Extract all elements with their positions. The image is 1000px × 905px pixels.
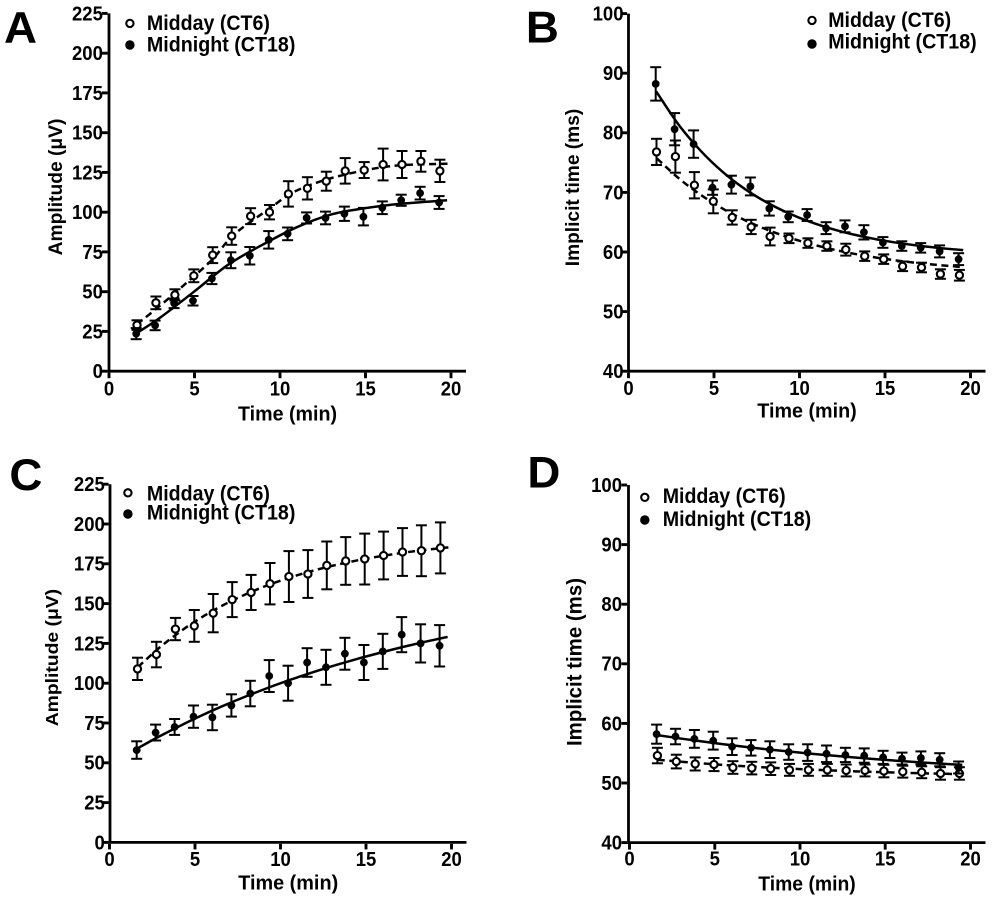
svg-text:5: 5 xyxy=(710,849,720,871)
svg-text:50: 50 xyxy=(84,753,105,775)
svg-text:5: 5 xyxy=(189,379,199,401)
svg-text:C: C xyxy=(9,451,42,500)
svg-text:0: 0 xyxy=(624,849,634,871)
svg-text:60: 60 xyxy=(601,713,622,735)
svg-text:80: 80 xyxy=(603,123,624,145)
svg-text:Time (min): Time (min) xyxy=(757,401,857,423)
svg-text:D: D xyxy=(527,449,560,498)
svg-text:B: B xyxy=(526,4,559,53)
svg-text:Time (min): Time (min) xyxy=(758,874,856,896)
svg-text:Midday (CT6): Midday (CT6) xyxy=(663,485,786,508)
svg-text:15: 15 xyxy=(356,849,377,871)
svg-text:Midnight (CT18): Midnight (CT18) xyxy=(828,30,977,53)
svg-text:100: 100 xyxy=(591,475,622,497)
svg-text:50: 50 xyxy=(82,282,103,304)
svg-text:Time (min): Time (min) xyxy=(238,873,338,895)
svg-text:Implicit time (ms): Implicit time (ms) xyxy=(564,578,587,746)
svg-text:Midnight (CT18): Midnight (CT18) xyxy=(663,508,812,531)
svg-text:Amplitude (μV): Amplitude (μV) xyxy=(42,589,62,727)
svg-text:100: 100 xyxy=(72,202,103,224)
svg-text:10: 10 xyxy=(270,379,291,401)
svg-text:200: 200 xyxy=(74,514,105,536)
svg-text:15: 15 xyxy=(875,849,896,871)
svg-text:10: 10 xyxy=(789,378,810,400)
svg-text:0: 0 xyxy=(93,361,103,383)
svg-text:60: 60 xyxy=(603,242,624,264)
svg-text:50: 50 xyxy=(603,302,624,324)
svg-text:15: 15 xyxy=(875,378,896,400)
svg-text:20: 20 xyxy=(441,849,462,871)
svg-text:70: 70 xyxy=(601,654,622,676)
svg-text:5: 5 xyxy=(190,849,200,871)
svg-text:100: 100 xyxy=(593,4,624,26)
svg-text:Midday (CT6): Midday (CT6) xyxy=(147,482,270,505)
svg-text:0: 0 xyxy=(623,378,633,400)
svg-text:175: 175 xyxy=(72,83,103,105)
svg-text:0: 0 xyxy=(104,849,114,871)
svg-text:90: 90 xyxy=(601,535,622,557)
svg-text:Implicit time (ms): Implicit time (ms) xyxy=(562,109,584,267)
svg-text:75: 75 xyxy=(82,242,103,264)
svg-text:25: 25 xyxy=(84,793,105,815)
svg-text:10: 10 xyxy=(790,849,811,871)
svg-text:50: 50 xyxy=(601,773,622,795)
svg-text:10: 10 xyxy=(270,849,291,871)
svg-text:20: 20 xyxy=(960,378,981,400)
svg-text:20: 20 xyxy=(960,849,981,871)
svg-text:15: 15 xyxy=(355,379,376,401)
svg-text:100: 100 xyxy=(74,673,105,695)
svg-text:25: 25 xyxy=(82,321,103,343)
svg-text:150: 150 xyxy=(74,594,105,616)
svg-text:Midday (CT6): Midday (CT6) xyxy=(828,9,951,32)
svg-text:Midday (CT6): Midday (CT6) xyxy=(147,12,270,35)
svg-text:75: 75 xyxy=(84,713,105,735)
svg-text:200: 200 xyxy=(72,43,103,65)
svg-text:0: 0 xyxy=(95,832,105,854)
svg-text:225: 225 xyxy=(72,3,103,25)
svg-text:Amplitude (μV): Amplitude (μV) xyxy=(45,119,67,256)
svg-text:40: 40 xyxy=(603,361,624,383)
svg-text:225: 225 xyxy=(74,474,105,496)
svg-text:Midnight (CT18): Midnight (CT18) xyxy=(147,501,296,524)
svg-text:Time (min): Time (min) xyxy=(238,403,337,425)
svg-text:125: 125 xyxy=(72,162,103,184)
svg-text:70: 70 xyxy=(603,182,624,204)
svg-text:125: 125 xyxy=(74,633,105,655)
svg-text:80: 80 xyxy=(601,594,622,616)
svg-text:5: 5 xyxy=(709,378,719,400)
svg-text:A: A xyxy=(4,4,37,53)
svg-text:150: 150 xyxy=(72,123,103,145)
svg-text:20: 20 xyxy=(441,379,462,401)
svg-text:40: 40 xyxy=(601,833,622,855)
svg-text:175: 175 xyxy=(74,554,105,576)
svg-text:0: 0 xyxy=(104,379,114,401)
svg-text:Midnight (CT18): Midnight (CT18) xyxy=(147,33,296,56)
svg-text:90: 90 xyxy=(603,63,624,85)
